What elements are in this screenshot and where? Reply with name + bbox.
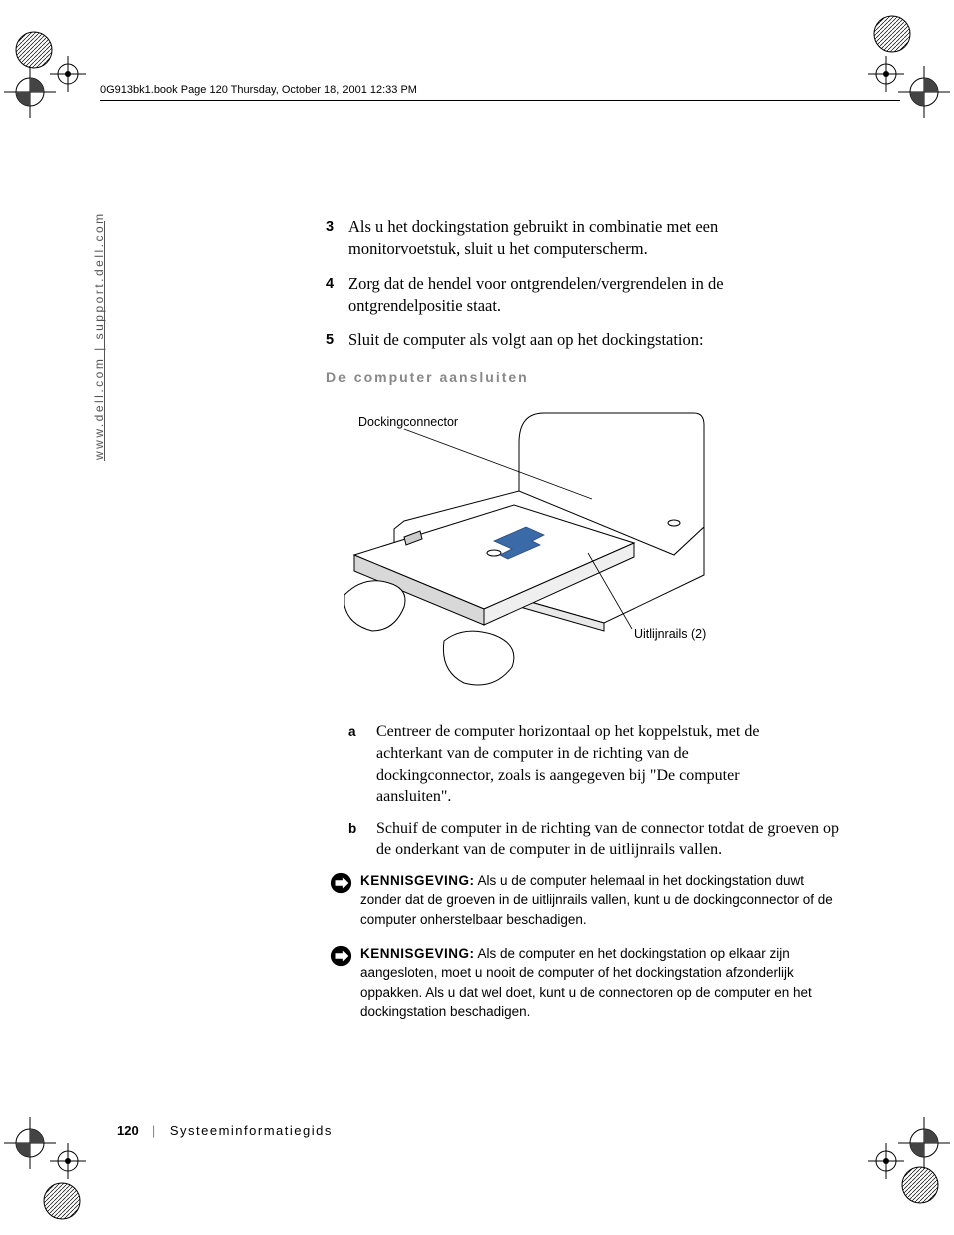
substep-a: a Centreer de computer horizontaal op he…: [348, 721, 788, 807]
header-rule: [100, 100, 900, 101]
docking-illustration: [344, 395, 824, 695]
notice-label: KENNISGEVING:: [360, 873, 475, 888]
side-target: [48, 54, 88, 94]
notice-arrow-icon: [330, 872, 352, 894]
section-heading: De computer aansluiten: [326, 369, 836, 385]
step-4: 4 Zorg dat de hendel voor ontgrendelen/v…: [326, 273, 766, 318]
substep-letter: a: [348, 721, 376, 807]
notice-2: KENNISGEVING: Als de computer en het doc…: [330, 944, 836, 1022]
page-content: 3 Als u het dockingstation gebruikt in c…: [326, 216, 836, 1022]
corner-circle-bl2: [38, 1177, 86, 1225]
substep-b: b Schuif de computer in de richting van …: [348, 818, 848, 861]
docking-diagram: Dockingconnector Uitlijnrails (2): [344, 395, 824, 695]
step-text: Zorg dat de hendel voor ontgrendelen/ver…: [348, 273, 766, 318]
notice-1: KENNISGEVING: Als u de computer helemaal…: [330, 871, 836, 930]
footer-separator: |: [152, 1123, 157, 1138]
step-text: Als u het dockingstation gebruikt in com…: [348, 216, 746, 261]
page-header-meta: 0G913bk1.book Page 120 Thursday, October…: [100, 84, 900, 96]
step-text: Sluit de computer als volgt aan op het d…: [348, 329, 704, 351]
notice-label: KENNISGEVING:: [360, 946, 475, 961]
side-target: [866, 1141, 906, 1181]
corner-circle-tr2: [868, 10, 916, 58]
step-3: 3 Als u het dockingstation gebruikt in c…: [326, 216, 746, 261]
side-rule: [104, 221, 105, 461]
notice-arrow-icon: [330, 945, 352, 967]
notice-body: KENNISGEVING: Als de computer en het doc…: [360, 944, 836, 1022]
step-number: 4: [326, 273, 348, 318]
step-number: 5: [326, 329, 348, 351]
step-number: 3: [326, 216, 348, 261]
sub-steps: a Centreer de computer horizontaal op he…: [326, 721, 836, 861]
substep-text: Centreer de computer horizontaal op het …: [376, 721, 788, 807]
side-target: [48, 1141, 88, 1181]
page-number: 120: [117, 1123, 139, 1138]
label-uitlijnrails: Uitlijnrails (2): [634, 627, 706, 641]
page-footer: 120 | Systeeminformatiegids: [117, 1123, 333, 1138]
notice-body: KENNISGEVING: Als u de computer helemaal…: [360, 871, 836, 930]
footer-title: Systeeminformatiegids: [170, 1123, 333, 1138]
step-5: 5 Sluit de computer als volgt aan op het…: [326, 329, 836, 351]
label-dockingconnector: Dockingconnector: [358, 415, 458, 429]
numbered-steps: 3 Als u het dockingstation gebruikt in c…: [326, 216, 836, 351]
substep-text: Schuif de computer in de richting van de…: [376, 818, 848, 861]
substep-letter: b: [348, 818, 376, 861]
